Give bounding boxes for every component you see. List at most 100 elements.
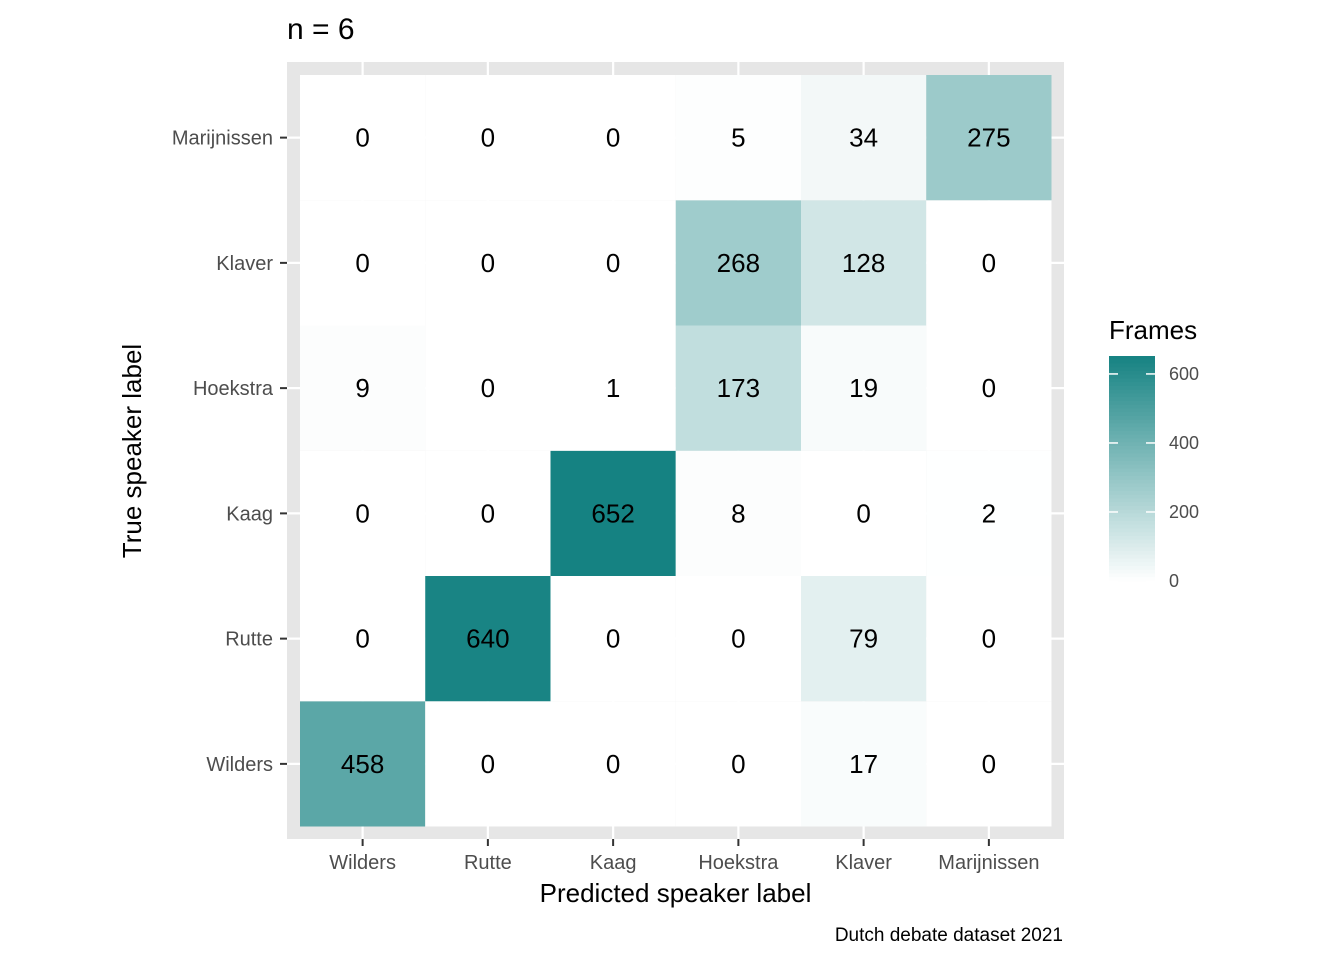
legend-gradient-slice bbox=[1109, 464, 1155, 470]
legend-gradient-slice bbox=[1109, 547, 1155, 552]
heatmap-cell bbox=[801, 75, 927, 201]
legend-gradient-slice bbox=[1109, 528, 1155, 533]
legend-gradient-slice bbox=[1109, 371, 1155, 376]
legend-gradient-slice bbox=[1109, 517, 1155, 522]
legend-gradient-slice bbox=[1109, 374, 1155, 380]
legend-gradient-slice bbox=[1109, 408, 1155, 413]
cell-value-label: 0 bbox=[481, 123, 495, 153]
legend-tick-label: 600 bbox=[1169, 364, 1199, 384]
heatmap-cell bbox=[300, 200, 426, 326]
legend-title: Frames bbox=[1109, 315, 1197, 345]
heatmap-cell bbox=[300, 576, 426, 702]
legend-gradient-slice bbox=[1109, 479, 1155, 485]
legend-gradient-slice bbox=[1109, 494, 1155, 500]
cell-value-label: 0 bbox=[481, 749, 495, 779]
legend-gradient-slice bbox=[1109, 401, 1155, 406]
cell-value-label: 0 bbox=[355, 624, 369, 654]
legend-gradient-slice bbox=[1109, 363, 1155, 368]
x-axis-tick-label: Wilders bbox=[329, 852, 396, 874]
legend-color-bar bbox=[1109, 356, 1155, 582]
cell-value-label: 5 bbox=[731, 123, 745, 153]
heatmap-cells bbox=[300, 75, 1052, 827]
cell-value-label: 0 bbox=[355, 248, 369, 278]
legend-gradient-slice bbox=[1109, 412, 1155, 417]
heatmap-cell bbox=[675, 450, 801, 576]
legend-gradient-slice bbox=[1109, 468, 1155, 473]
legend-gradient-slice bbox=[1109, 491, 1155, 496]
heatmap-cell bbox=[926, 200, 1052, 326]
heatmap-cell bbox=[425, 325, 551, 451]
y-axis-tick-label: Marijnissen bbox=[172, 128, 273, 150]
cell-value-label: 0 bbox=[481, 498, 495, 528]
legend-gradient-slice bbox=[1109, 551, 1155, 556]
legend-gradient-slice bbox=[1109, 453, 1155, 458]
legend-gradient-slice bbox=[1109, 476, 1155, 481]
cell-value-label: 0 bbox=[982, 624, 996, 654]
y-axis-tick-label: Hoekstra bbox=[193, 378, 274, 400]
heatmap-cell bbox=[675, 701, 801, 827]
legend-gradient-slice bbox=[1109, 423, 1155, 428]
heatmap-cell bbox=[300, 325, 426, 451]
y-axis-tick-label: Wilders bbox=[206, 754, 273, 776]
legend-gradient-slice bbox=[1109, 539, 1155, 545]
cell-value-label: 0 bbox=[982, 749, 996, 779]
legend-gradient-slice bbox=[1109, 449, 1155, 455]
heatmap-cell bbox=[300, 701, 426, 827]
legend-gradient-slice bbox=[1109, 434, 1155, 440]
y-axis-tick-label: Klaver bbox=[216, 253, 273, 275]
cell-value-label: 17 bbox=[849, 749, 878, 779]
color-legend: Frames 0 200 400 600 bbox=[1109, 315, 1199, 591]
cell-value-label: 0 bbox=[606, 624, 620, 654]
legend-gradient-slice bbox=[1109, 483, 1155, 488]
cell-value-label: 2 bbox=[982, 498, 996, 528]
x-axis-tick-label: Marijnissen bbox=[938, 852, 1039, 874]
legend-gradient-slice bbox=[1109, 393, 1155, 398]
cell-value-label: 0 bbox=[606, 123, 620, 153]
legend-gradient-slice bbox=[1109, 562, 1155, 567]
heatmap-cell bbox=[300, 450, 426, 576]
legend-gradient-slice bbox=[1109, 382, 1155, 387]
legend-gradient-slice bbox=[1109, 502, 1155, 507]
cell-value-labels: 458 0 0 0 17 0 0 640 0 0 79 0 0 0 652 8 0 2 9 0 1 173 19 0 0 0 0 26… bbox=[341, 123, 1011, 779]
cell-value-label: 0 bbox=[355, 498, 369, 528]
x-axis-tick-label: Klaver bbox=[835, 852, 892, 874]
heatmap-cell bbox=[801, 576, 927, 702]
legend-gradient-slice bbox=[1109, 536, 1155, 541]
heatmap-cell bbox=[675, 75, 801, 201]
heatmap-cell bbox=[926, 325, 1052, 451]
legend-gradient-slice bbox=[1109, 498, 1155, 503]
legend-ticks: 0 200 400 600 bbox=[1109, 364, 1199, 591]
legend-gradient-slice bbox=[1109, 446, 1155, 451]
heatmap-cell bbox=[801, 325, 927, 451]
cell-value-label: 0 bbox=[731, 624, 745, 654]
cell-value-label: 19 bbox=[849, 373, 878, 403]
legend-gradient-slice bbox=[1109, 524, 1155, 530]
x-axis-title: Predicted speaker label bbox=[540, 878, 812, 908]
heatmap-cell bbox=[425, 701, 551, 827]
legend-gradient-slice bbox=[1109, 438, 1155, 443]
heatmap-cell bbox=[675, 325, 801, 451]
legend-gradient-slice bbox=[1109, 521, 1155, 526]
heatmap-cell bbox=[801, 701, 927, 827]
x-axis-tick-label: Kaag bbox=[590, 852, 637, 874]
x-axis-tick-label: Rutte bbox=[464, 852, 512, 874]
legend-gradient-slice bbox=[1109, 558, 1155, 563]
legend-gradient-slice bbox=[1109, 404, 1155, 410]
heatmap-cell bbox=[926, 75, 1052, 201]
legend-gradient-slice bbox=[1109, 487, 1155, 492]
heatmap-cell bbox=[801, 450, 927, 576]
legend-gradient-slice bbox=[1109, 532, 1155, 537]
legend-gradient-slice bbox=[1109, 472, 1155, 477]
legend-gradient-slice bbox=[1109, 457, 1155, 462]
legend-gradient-slice bbox=[1109, 397, 1155, 402]
legend-tick-label: 0 bbox=[1169, 571, 1179, 591]
cell-value-label: 34 bbox=[849, 123, 878, 153]
heatmap-cell bbox=[926, 701, 1052, 827]
legend-gradient-slice bbox=[1109, 416, 1155, 421]
cell-value-label: 0 bbox=[731, 749, 745, 779]
legend-gradient-slice bbox=[1109, 389, 1155, 395]
heatmap-cell bbox=[300, 75, 426, 201]
cell-value-label: 0 bbox=[982, 373, 996, 403]
cell-value-label: 640 bbox=[466, 624, 509, 654]
heatmap-cell bbox=[425, 450, 551, 576]
